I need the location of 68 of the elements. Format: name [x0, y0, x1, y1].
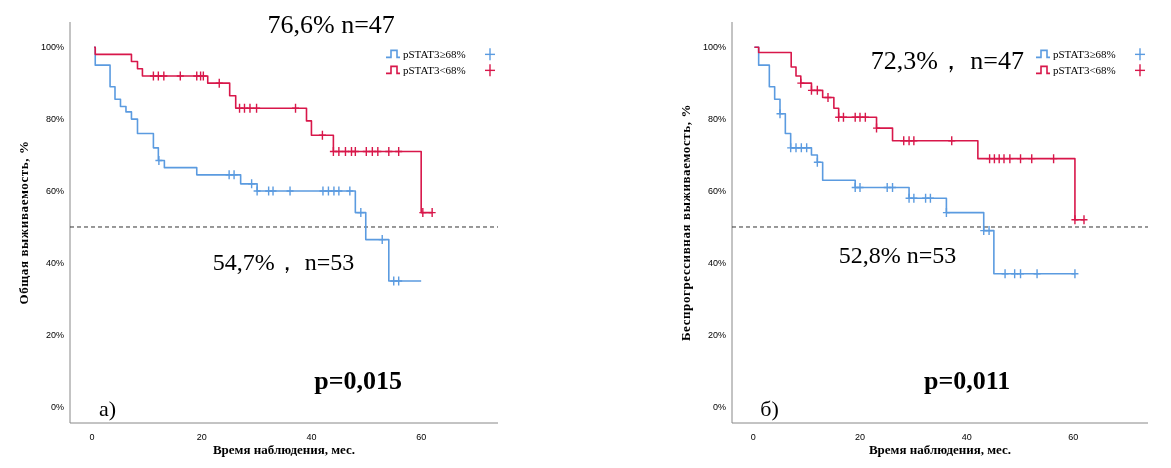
- annotation: 72,3%， n=47: [870, 45, 1024, 75]
- annotation: б): [760, 395, 779, 421]
- y-tick-label: 20%: [707, 330, 726, 341]
- point: [356, 207, 366, 218]
- annotation: p=0,011: [924, 365, 1011, 395]
- point: [334, 146, 344, 157]
- y-tick-label: 100%: [702, 42, 726, 53]
- y-tick-label: 80%: [707, 114, 726, 125]
- legend-label: pSTAT3<68%: [403, 64, 466, 77]
- y-axis-title: Общая выживаемость, %: [16, 140, 31, 305]
- point: [855, 182, 865, 193]
- x-tick-label: 20: [196, 432, 207, 442]
- point: [802, 142, 811, 154]
- point: [394, 275, 403, 287]
- point: [775, 108, 785, 119]
- x-axis-title: Время наблюдения, мес.: [212, 442, 356, 457]
- annotation: 54,7%， n=53: [212, 249, 355, 276]
- point: [823, 92, 833, 103]
- annotation: 76,6% n=47: [267, 9, 395, 39]
- point: [373, 146, 383, 157]
- annotation: p=0,015: [314, 365, 402, 395]
- x-tick-label: 0: [750, 432, 756, 442]
- point: [1070, 214, 1080, 225]
- y-tick-label: 0%: [50, 401, 64, 412]
- point: [345, 185, 355, 197]
- point: [159, 70, 169, 82]
- point: [1000, 268, 1010, 279]
- point: [1070, 268, 1080, 279]
- y-axis-title: Беспрогрессивная выживаемость, %: [678, 103, 693, 342]
- point: [999, 153, 1009, 164]
- point: [872, 122, 881, 134]
- point: [1032, 268, 1042, 279]
- point: [1005, 153, 1015, 164]
- annotation: а): [99, 395, 117, 421]
- legend-label: pSTAT3<68%: [1053, 64, 1116, 77]
- annotation: 52,8% n=53: [838, 241, 957, 268]
- x-tick-label: 40: [306, 432, 317, 442]
- point: [418, 207, 428, 218]
- y-tick-label: 40%: [707, 258, 726, 269]
- y-tick-label: 100%: [40, 42, 64, 53]
- y-tick-label: 0%: [712, 401, 726, 412]
- point: [855, 112, 865, 123]
- x-tick-label: 60: [1068, 432, 1079, 442]
- point: [245, 103, 255, 114]
- point: [224, 169, 234, 181]
- point: [384, 146, 394, 157]
- legend-label: pSTAT3≥68%: [403, 48, 466, 61]
- y-tick-label: 40%: [45, 258, 64, 269]
- y-tick-label: 80%: [45, 114, 64, 125]
- point: [1079, 214, 1089, 225]
- point: [285, 185, 295, 197]
- x-axis-title: Время наблюдения, мес.: [868, 442, 1012, 457]
- point: [909, 193, 919, 204]
- point: [984, 225, 994, 236]
- y-tick-label: 60%: [45, 186, 64, 197]
- x-tick-label: 0: [89, 432, 95, 442]
- point: [427, 207, 437, 218]
- x-tick-label: 60: [416, 432, 427, 442]
- point: [909, 135, 919, 146]
- point: [215, 77, 224, 89]
- x-tick-label: 40: [961, 432, 972, 442]
- legend-label: pSTAT3≥68%: [1053, 48, 1116, 61]
- point: [796, 77, 805, 89]
- y-tick-label: 60%: [707, 186, 726, 197]
- point: [154, 155, 164, 166]
- x-tick-label: 20: [854, 432, 866, 442]
- y-tick-label: 20%: [45, 330, 64, 341]
- point: [176, 70, 185, 82]
